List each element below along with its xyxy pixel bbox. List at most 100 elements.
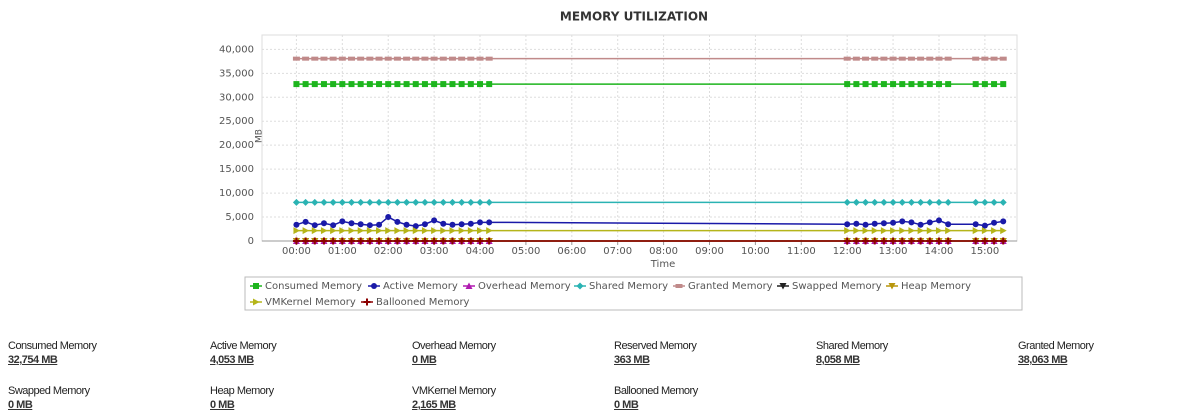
marker [944, 56, 952, 61]
stat-value[interactable]: 0 MB [614, 399, 639, 411]
marker [908, 219, 915, 226]
stat-value[interactable]: 363 MB [614, 354, 650, 366]
legend-label: Shared Memory [589, 281, 668, 292]
marker [357, 198, 365, 206]
x-axis-label: Time [650, 259, 675, 270]
marker [889, 56, 897, 61]
marker [467, 220, 474, 227]
marker [375, 198, 383, 206]
marker [430, 198, 438, 206]
marker [485, 56, 493, 61]
marker [458, 237, 466, 245]
marker [899, 218, 906, 225]
marker [467, 81, 474, 88]
marker [394, 81, 401, 88]
marker [862, 221, 869, 228]
legend-label: Granted Memory [688, 281, 773, 292]
stat-value[interactable]: 0 MB [412, 354, 437, 366]
marker [347, 237, 355, 245]
marker [908, 227, 915, 235]
y-tick-label: 25,000 [219, 116, 254, 127]
marker [449, 81, 456, 88]
marker [320, 220, 327, 227]
marker [880, 237, 888, 245]
marker [440, 220, 447, 227]
marker [403, 81, 410, 88]
marker [330, 227, 337, 235]
marker [329, 237, 337, 245]
marker [449, 221, 456, 228]
stat-value[interactable]: 32,754 MB [8, 354, 58, 366]
marker [485, 198, 493, 206]
chart: MEMORY UTILIZATION MB Time 0 5,000 10,000 1… [219, 10, 1023, 311]
marker [467, 198, 475, 206]
legend-item: Heap Memory [886, 281, 971, 292]
marker [338, 198, 346, 206]
y-tick-label: 35,000 [219, 68, 254, 79]
marker [320, 56, 328, 61]
marker [311, 237, 319, 245]
marker [348, 220, 355, 227]
marker [311, 198, 319, 206]
marker [347, 198, 355, 206]
chart-title: MEMORY UTILIZATION [560, 10, 708, 24]
marker [999, 56, 1007, 61]
marker [412, 56, 420, 61]
legend-marker [576, 282, 584, 290]
marker [330, 222, 337, 229]
marker [926, 198, 934, 206]
marker [366, 198, 374, 206]
legend-item: Ballooned Memory [361, 297, 470, 308]
stat-value[interactable]: 0 MB [8, 399, 33, 411]
legend-marker [253, 298, 260, 306]
marker [366, 56, 374, 61]
marker [393, 237, 401, 245]
stat-value[interactable]: 38,063 MB [1018, 354, 1068, 366]
marker [917, 227, 925, 235]
legend-label: Swapped Memory [792, 281, 882, 292]
marker [945, 227, 952, 235]
marker [384, 56, 392, 61]
marker [477, 219, 484, 226]
marker [990, 56, 998, 61]
marker [899, 227, 906, 235]
y-tick-label: 10,000 [219, 188, 254, 199]
marker [311, 81, 318, 88]
marker [871, 81, 878, 88]
stat-value[interactable]: 4,053 MB [210, 354, 254, 366]
stat-value[interactable]: 2,165 MB [412, 399, 456, 411]
x-tick-label: 09:00 [695, 246, 724, 257]
marker [292, 56, 300, 61]
marker [403, 198, 411, 206]
marker [458, 198, 466, 206]
stat-label: Ballooned Memory [614, 385, 698, 397]
y-tick-label: 20,000 [219, 140, 254, 151]
stat-value[interactable]: 8,058 MB [816, 354, 860, 366]
marker [366, 81, 373, 88]
marker [412, 237, 420, 245]
marker [421, 56, 429, 61]
legend-item: Shared Memory [574, 281, 668, 292]
marker [991, 81, 998, 88]
marker [393, 56, 401, 61]
legend-marker [363, 298, 371, 306]
marker [898, 198, 906, 206]
marker [412, 227, 420, 235]
marker [357, 56, 365, 61]
marker [898, 237, 906, 245]
marker [852, 56, 860, 61]
marker [302, 227, 310, 235]
marker [458, 56, 466, 61]
marker [366, 227, 374, 235]
stat-value[interactable]: 0 MB [210, 399, 235, 411]
marker [871, 220, 878, 227]
marker [981, 227, 989, 235]
legend-item: Overhead Memory [463, 281, 571, 292]
legend-marker [779, 283, 787, 290]
y-tick-label: 40,000 [219, 44, 254, 55]
marker [293, 221, 300, 228]
marker [385, 81, 392, 88]
marker [880, 220, 887, 227]
marker [412, 223, 419, 230]
marker [302, 81, 309, 88]
